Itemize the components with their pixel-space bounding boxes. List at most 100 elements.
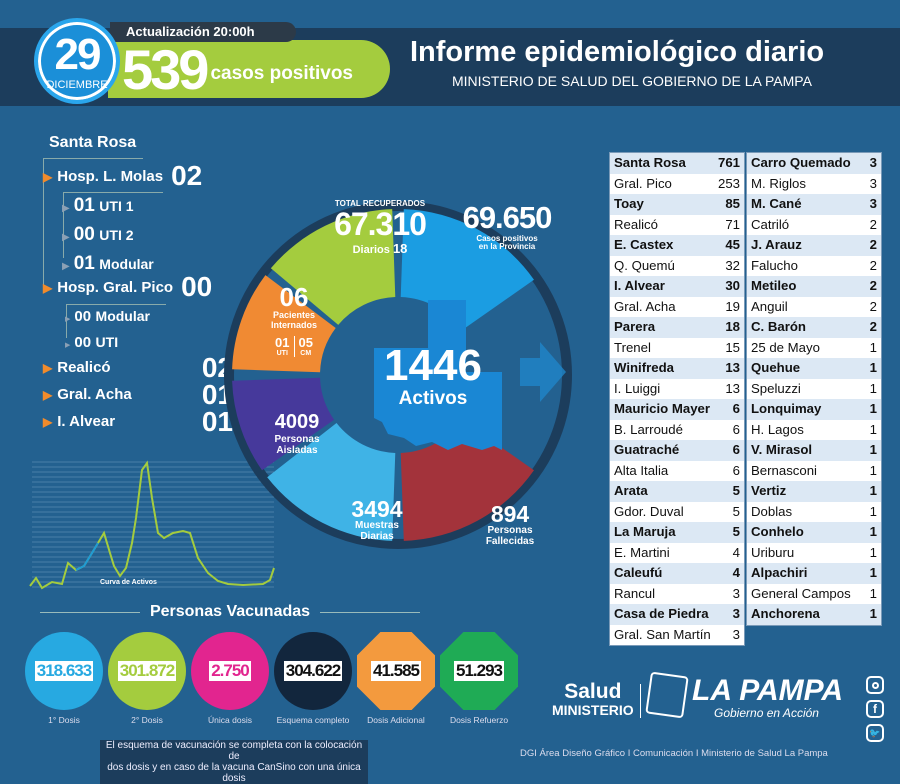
- instagram-icon[interactable]: [866, 676, 884, 694]
- twitter-icon[interactable]: 🐦: [866, 724, 884, 742]
- locality-name: Uriburu: [751, 544, 795, 560]
- deaths-segment: 894 Personas Fallecidas: [485, 501, 535, 547]
- chart-label: Curva de Activos: [100, 579, 157, 586]
- tree-line: [63, 192, 64, 258]
- ministerio-logo: Salud MINISTERIO: [552, 680, 634, 718]
- table-column-1: Santa Rosa 761 Gral. Pico 253 Toay 85 Realicó 7…: [609, 152, 745, 646]
- locality-name: I. Luiggi: [614, 380, 661, 396]
- arrow-icon: ▶: [43, 361, 53, 375]
- locality-cases: 1: [869, 524, 877, 539]
- table-row: Guatraché 6: [610, 440, 744, 461]
- table-row: Vertiz 1: [747, 481, 881, 502]
- subunit: ▶ 00 Modular: [65, 308, 150, 325]
- vaccine-count: 2.750: [209, 661, 251, 681]
- vaccine-count: 301.872: [117, 661, 177, 681]
- vaccine-count: 51.293: [454, 661, 504, 681]
- vaccine-label: Esquema completo: [276, 715, 350, 725]
- hospital-pico-row: ▶ Hosp. Gral. Pico 00: [43, 271, 212, 303]
- locality-cases: 6: [732, 442, 740, 457]
- locality-name: Parera: [614, 319, 656, 334]
- table-row: Caleufú 4: [610, 563, 744, 584]
- table-row: Quehue 1: [747, 358, 881, 379]
- locality-name: J. Arauz: [751, 237, 802, 252]
- tree-line: [43, 158, 44, 288]
- locality-name: Alpachiri: [751, 565, 808, 580]
- cases-by-locality-table: Santa Rosa 761 Gral. Pico 253 Toay 85 Realicó 7…: [609, 152, 882, 646]
- table-row: I. Alvear 30: [610, 276, 744, 297]
- tree-line: [66, 304, 67, 338]
- locality-cases: 1: [869, 585, 877, 601]
- vaccine-badge: 304.622: [274, 632, 352, 710]
- locality-name: 25 de Mayo: [751, 339, 820, 355]
- vaccine-count: 304.622: [283, 661, 343, 681]
- table-row: Casa de Piedra 3: [610, 604, 744, 625]
- hospital-molas-value: 02: [171, 160, 203, 191]
- hospital-row: ▶ I. Alvear 01: [43, 405, 233, 437]
- vaccine-count: 41.585: [371, 661, 421, 681]
- locality-name: Catriló: [751, 216, 790, 232]
- active-curve-line: [29, 460, 275, 590]
- vaccine-list: 318.633 1° Dosis 301.872 2° Dosis 2.750 Única…: [24, 632, 519, 725]
- table-row: 25 de Mayo 1: [747, 338, 881, 359]
- vaccines-title: Personas Vacunadas: [149, 603, 311, 620]
- right-arrow-icon: [520, 342, 566, 402]
- locality-name: V. Mirasol: [751, 442, 813, 457]
- vaccine-item: 2.750 Única dosis: [190, 632, 270, 725]
- locality-name: La Maruja: [614, 524, 676, 539]
- table-column-2: Carro Quemado 3 M. Riglos 3 M. Cané 3 Catriló 2…: [746, 152, 882, 626]
- table-row: J. Arauz 2: [747, 235, 881, 256]
- table-row: Trenel 15: [610, 338, 744, 359]
- isolated-segment: 4009 Personas Aisladas: [274, 411, 320, 456]
- arrow-icon: ▶: [43, 280, 53, 295]
- locality-cases: 1: [869, 401, 877, 416]
- active-curve-chart: Curva de Activos: [29, 460, 275, 590]
- table-row: H. Lagos 1: [747, 420, 881, 441]
- hospital-molas-row: ▶ Hosp. L. Molas 02: [43, 160, 202, 192]
- table-row: Gral. San Martín 3: [610, 625, 744, 646]
- locality-name: Mauricio Mayer: [614, 401, 711, 416]
- arrow-icon: ▶: [43, 388, 53, 402]
- locality-cases: 3: [732, 585, 740, 601]
- table-row: Conhelo 1: [747, 522, 881, 543]
- locality-cases: 761: [717, 155, 740, 170]
- locality-name: Quehue: [751, 360, 801, 375]
- locality-cases: 1: [869, 442, 877, 457]
- locality-cases: 2: [869, 237, 877, 252]
- table-row: Parera 18: [610, 317, 744, 338]
- date-day: 29: [54, 30, 102, 79]
- locality-cases: 13: [725, 360, 740, 375]
- table-row: Falucho 2: [747, 256, 881, 277]
- table-row: Alpachiri 1: [747, 563, 881, 584]
- locality-name: Santa Rosa: [614, 155, 686, 170]
- locality-name: Vertiz: [751, 483, 787, 498]
- active-cases: 1446 Activos: [384, 341, 482, 410]
- locality-cases: 3: [869, 155, 877, 170]
- table-row: E. Martini 4: [610, 543, 744, 564]
- locality-cases: 13: [725, 380, 740, 396]
- footer-credits: DGI Área Diseño Gráfico I Comunicación I…: [520, 748, 828, 759]
- locality-cases: 5: [732, 524, 740, 539]
- locality-cases: 19: [725, 298, 740, 314]
- table-row: Santa Rosa 761: [610, 153, 744, 174]
- date-badge: 29 DICIEMBRE: [34, 18, 120, 104]
- locality-cases: 1: [869, 606, 877, 621]
- locality-cases: 5: [732, 503, 740, 519]
- facebook-icon[interactable]: f: [866, 700, 884, 718]
- table-row: Q. Quemú 32: [610, 256, 744, 277]
- table-row: Toay 85: [610, 194, 744, 215]
- table-row: General Campos 1: [747, 584, 881, 605]
- locality-name: Gdor. Duval: [614, 503, 684, 519]
- locality-cases: 2: [869, 257, 877, 273]
- locality-cases: 6: [732, 401, 740, 416]
- locality-name: Bernasconi: [751, 462, 817, 478]
- table-row: Winifreda 13: [610, 358, 744, 379]
- table-row: Gral. Pico 253: [610, 174, 744, 195]
- locality-cases: 1: [869, 339, 877, 355]
- locality-name: Winifreda: [614, 360, 674, 375]
- locality-cases: 32: [725, 257, 740, 273]
- locality-cases: 1: [869, 360, 877, 375]
- locality-name: M. Cané: [751, 196, 802, 211]
- table-row: E. Castex 45: [610, 235, 744, 256]
- locality-cases: 30: [725, 278, 740, 293]
- locality-cases: 1: [869, 421, 877, 437]
